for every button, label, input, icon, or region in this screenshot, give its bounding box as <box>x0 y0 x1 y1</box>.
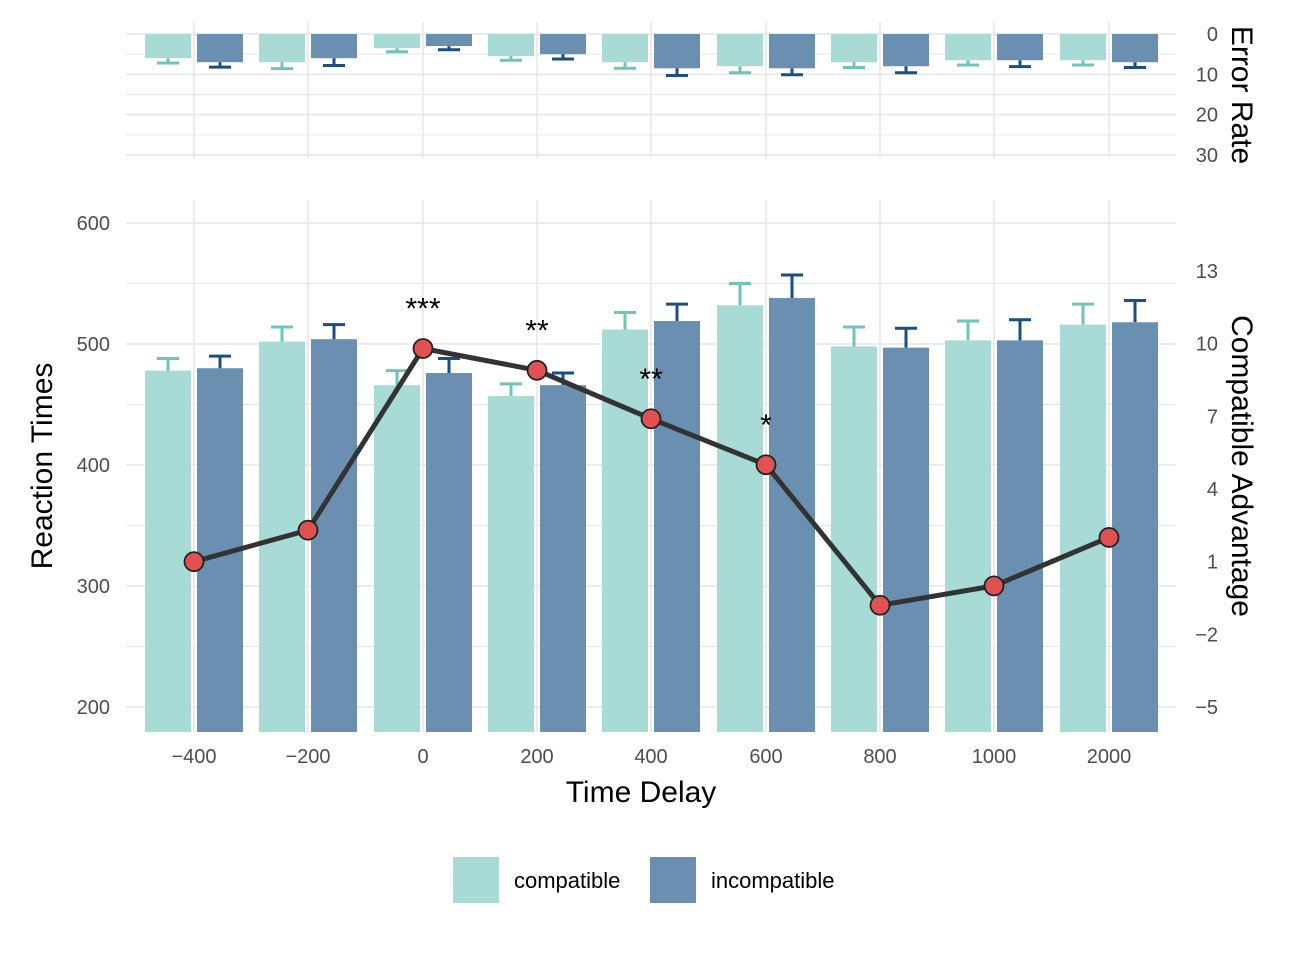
error-bar-incompatible-6 <box>883 34 929 67</box>
error-tick-label-1: 10 <box>1196 64 1218 86</box>
error-rate-grid <box>126 22 1176 158</box>
reaction-times-bars <box>145 273 1158 732</box>
error-tick-label-2: 20 <box>1196 105 1218 127</box>
error-tick-label-0: 0 <box>1207 24 1218 46</box>
error-bar-compatible-5 <box>717 34 763 67</box>
significance-label-3: ** <box>525 314 549 347</box>
rt-bar-compatible-6 <box>831 346 877 732</box>
legend-swatch-compatible <box>453 857 499 903</box>
rt-tick-label-4: 600 <box>77 213 110 235</box>
x-tick-label-2: 0 <box>417 746 428 768</box>
advantage-tick-label-6: −5 <box>1195 697 1218 719</box>
error-bar-compatible-8 <box>1060 34 1106 61</box>
rt-tick-label-0: 200 <box>77 697 110 719</box>
x-tick-label-0: −400 <box>171 746 216 768</box>
error-bar-incompatible-4 <box>654 34 700 69</box>
error-bar-incompatible-3 <box>540 34 586 55</box>
x-tick-label-4: 400 <box>634 746 667 768</box>
error-bar-incompatible-8 <box>1112 34 1158 63</box>
x-tick-label-3: 200 <box>520 746 553 768</box>
rt-bar-incompatible-8 <box>1112 322 1158 732</box>
legend: compatible incompatible <box>453 857 835 903</box>
rt-tick-label-3: 500 <box>77 334 110 356</box>
rt-bar-compatible-3 <box>488 396 534 732</box>
error-bar-incompatible-2 <box>426 34 472 47</box>
rt-bar-compatible-5 <box>717 305 763 732</box>
rt-bar-compatible-7 <box>945 340 991 732</box>
rt-bar-incompatible-7 <box>997 340 1043 732</box>
reaction-times-axis: 200 300 400 500 600 13 10 7 4 1 −2 −5 <box>77 213 1218 719</box>
rt-bar-compatible-0 <box>145 370 191 732</box>
error-rate-axis: 0 10 20 30 <box>1196 24 1218 167</box>
advantage-line: ******** <box>183 293 1120 616</box>
error-rate-bars <box>145 34 1158 78</box>
advantage-point-8 <box>1098 527 1120 548</box>
x-axis: −400 −200 0 200 400 600 800 1000 2000 <box>171 746 1131 768</box>
y-axis-title: Reaction Times <box>26 363 59 570</box>
secondary-y-axis-title: Compatible Advantage <box>1225 315 1258 617</box>
error-bar-compatible-3 <box>488 34 534 57</box>
rt-tick-label-2: 400 <box>77 455 110 477</box>
advantage-tick-label-3: 4 <box>1207 479 1218 501</box>
x-tick-label-6: 800 <box>863 746 896 768</box>
error-bar-compatible-0 <box>145 34 191 59</box>
rt-bar-compatible-4 <box>602 329 648 732</box>
rt-bar-incompatible-6 <box>883 347 929 732</box>
significance-label-5: * <box>760 409 772 442</box>
error-tick-label-3: 30 <box>1196 145 1218 167</box>
advantage-point-0 <box>183 551 205 573</box>
error-rate-axis-title: Error Rate <box>1225 26 1258 164</box>
rt-bar-incompatible-4 <box>654 321 700 732</box>
error-bar-compatible-1 <box>259 34 305 63</box>
advantage-point-1 <box>297 519 319 541</box>
advantage-tick-label-5: −2 <box>1195 624 1218 646</box>
error-bar-incompatible-1 <box>311 34 357 59</box>
error-bar-compatible-4 <box>602 34 648 63</box>
x-tick-label-7: 1000 <box>972 746 1017 768</box>
rt-bar-incompatible-3 <box>540 385 586 732</box>
advantage-point-2 <box>412 338 434 359</box>
legend-label-compatible: compatible <box>514 868 620 893</box>
significance-label-4: ** <box>639 363 663 396</box>
advantage-tick-label-2: 7 <box>1207 406 1218 428</box>
significance-label-2: *** <box>405 293 440 326</box>
advantage-tick-label-4: 1 <box>1207 552 1218 574</box>
error-bar-compatible-2 <box>374 34 420 49</box>
rt-bar-incompatible-2 <box>426 373 472 732</box>
advantage-point-7 <box>983 575 1005 597</box>
advantage-point-3 <box>526 359 548 381</box>
advantage-point-6 <box>869 594 891 616</box>
error-bar-compatible-6 <box>831 34 877 63</box>
error-bar-incompatible-7 <box>997 34 1043 61</box>
x-tick-label-8: 2000 <box>1087 746 1132 768</box>
x-tick-label-1: −200 <box>285 746 330 768</box>
advantage-point-4 <box>640 408 662 430</box>
advantage-point-5 <box>755 454 777 476</box>
advantage-tick-label-1: 10 <box>1196 334 1218 356</box>
rt-bar-compatible-2 <box>374 385 420 732</box>
error-bar-incompatible-0 <box>197 34 243 63</box>
rt-bar-incompatible-1 <box>311 339 357 732</box>
x-tick-label-5: 600 <box>749 746 782 768</box>
x-axis-title: Time Delay <box>566 776 717 809</box>
rt-bar-compatible-8 <box>1060 324 1106 732</box>
legend-label-incompatible: incompatible <box>711 868 835 893</box>
advantage-tick-label-0: 13 <box>1196 261 1218 283</box>
error-bar-compatible-7 <box>945 34 991 61</box>
legend-swatch-incompatible <box>650 857 696 903</box>
error-bar-incompatible-5 <box>769 34 815 69</box>
rt-tick-label-1: 300 <box>77 576 110 598</box>
